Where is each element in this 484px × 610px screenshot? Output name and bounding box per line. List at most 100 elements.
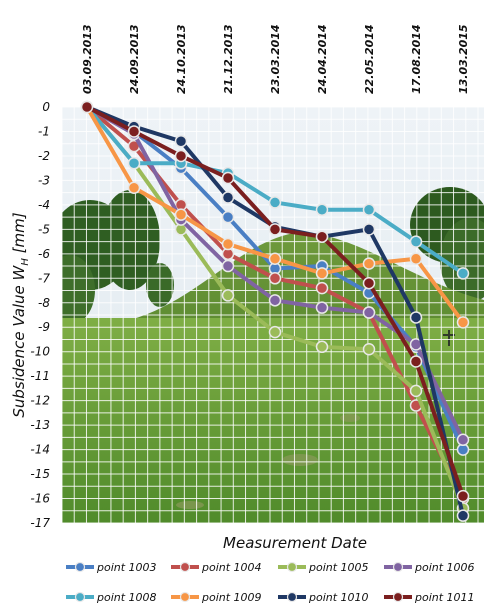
data-point [362,203,376,217]
legend-swatch-marker [74,561,86,573]
data-point [362,306,376,319]
data-point [221,191,235,204]
legend-label: point 1008 [96,591,157,604]
data-point [456,509,470,522]
y-tick-label: -5 [38,222,50,236]
y-tick-label: -16 [30,492,50,506]
x-tick-labels: 03.09.2013 24.09.2013 24.10.2013 21.12.2013… [81,24,470,94]
y-tick-label: -3 [38,173,50,187]
legend-item: point 1010 [278,591,369,604]
data-point [127,125,141,138]
data-point [409,384,423,398]
y-tick-label: -2 [38,149,50,163]
legend-label: point 1009 [201,591,262,604]
series-point-1011 [80,100,470,503]
legend-item: point 1011 [384,591,475,604]
x-tick-label: 21.12.2013 [222,24,235,94]
data-point [315,340,329,354]
data-point [221,210,235,224]
legend-label: point 1003 [96,561,157,574]
data-point [362,343,376,356]
legend-swatch-marker [392,591,404,603]
legend-swatch-marker [179,561,191,573]
legend-item: point 1005 [278,561,369,574]
y-tick-label: -11 [30,369,50,383]
y-tick-label: -7 [38,271,50,285]
legend-swatch-marker [286,591,298,603]
legend-label: point 1010 [308,591,369,604]
legend-swatch-marker [74,591,86,603]
data-point [127,157,141,170]
data-point [268,294,282,307]
y-tick-label: -10 [30,345,50,359]
x-axis-title: Measurement Date [223,534,367,552]
y-tick-label: -14 [30,443,50,457]
legend-swatch-marker [286,561,298,573]
cross-mark [443,330,455,346]
data-point [456,433,470,447]
data-point [409,355,423,368]
data-point [315,301,329,314]
data-point [315,267,329,280]
y-axis-title: Subsidence Value WH [mm] [10,212,31,417]
legend-swatch-marker [179,591,191,603]
x-tick-label: 22.05.2014 [363,24,376,94]
data-point [315,281,329,295]
data-point [268,272,282,285]
data-point [268,325,282,339]
y-tick-label: -1 [38,124,50,138]
y-tick-label: -12 [30,394,50,408]
data-point [409,311,423,324]
data-point [362,276,376,290]
data-point [127,181,141,195]
data-point [456,316,470,329]
data-point [221,259,235,273]
y-tick-label: -9 [38,320,50,334]
y-tick-labels: 0 -1 -2 -3 -4 -5 -6 -7 -8 -9 -10 -11 -12 -13 -14 -15 -16… [30,100,50,530]
legend-label: point 1004 [201,561,262,574]
series-point-1009 [80,100,470,329]
data-point [221,289,235,302]
legend-item: point 1003 [66,561,157,574]
data-point [174,135,188,148]
data-point [456,489,470,503]
y-tick-label: 0 [42,100,50,114]
data-point [362,223,376,236]
data-point [80,100,94,114]
x-tick-label: 24.10.2013 [175,24,188,94]
x-tick-label: 03.09.2013 [81,24,94,94]
x-tick-label: 23.03.2014 [269,24,282,94]
x-tick-label: 17.08.2014 [410,24,423,94]
data-point [174,208,188,221]
y-axis-title-unit: [mm] [10,212,28,253]
x-tick-label: 24.09.2013 [128,24,141,94]
y-axis-title-main: Subsidence Value W [10,264,28,417]
y-tick-label: -13 [30,418,50,432]
legend-item: point 1008 [66,591,157,604]
legend: point 1003 point 1004 point 1005 point 1006… [66,561,475,604]
legend-label: point 1006 [414,561,475,574]
data-point [221,237,235,251]
data-point [268,223,282,236]
y-tick-label: -15 [30,467,50,481]
y-tick-label: -17 [30,516,50,530]
legend-item: point 1004 [171,561,262,574]
legend-swatch-marker [392,561,404,573]
data-point [268,252,282,265]
y-axis-title-sub: H [20,258,31,266]
data-point [174,149,188,163]
data-point [456,267,470,280]
data-point [409,252,423,265]
data-point [315,230,329,243]
tree-left [62,190,174,325]
y-tick-label: -6 [38,247,50,261]
data-point [221,171,235,185]
legend-label: point 1005 [308,561,369,574]
data-point [362,257,376,270]
legend-label: point 1011 [414,591,475,604]
data-point [315,203,329,217]
legend-item: point 1006 [384,561,475,574]
series-layer [80,100,470,522]
x-tick-label: 24.04.2014 [316,24,329,94]
